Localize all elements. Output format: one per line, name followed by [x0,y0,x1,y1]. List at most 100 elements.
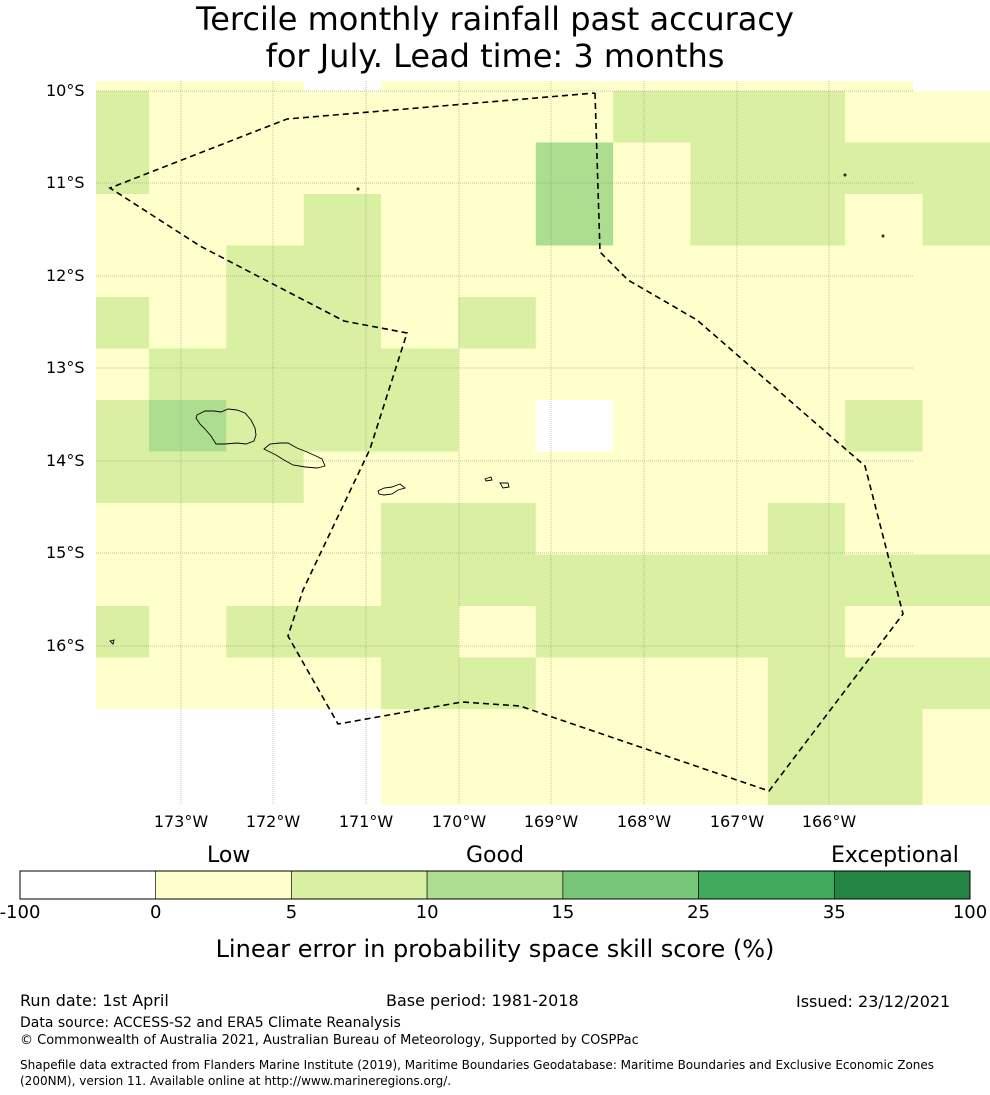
colorbar-segment [426,870,564,900]
grid-cell [96,91,149,144]
base-period: Base period: 1981-2018 [386,991,579,1010]
longitude-label: 169°W [523,812,579,831]
grid-cell [458,400,537,453]
grid-cell [226,348,305,401]
grid-cell [613,657,691,710]
grid-cell [96,554,149,607]
grid-cell [96,451,149,504]
longitude-label: 166°W [801,812,857,831]
grid-cell [767,451,846,504]
grid-cell [381,657,459,710]
grid-cell [845,297,923,350]
grid-cell [845,606,923,659]
grid-cell [535,297,614,350]
grid-cell [613,606,691,659]
grid-cell [458,194,537,247]
grid-cell [149,657,227,710]
grid-cell [96,194,149,247]
grid-cell [303,503,382,556]
grid-cell [303,554,382,607]
grid-cell [690,451,769,504]
grid-cell [613,503,691,556]
grid-cell [845,91,923,144]
colorbar [19,870,971,900]
issued-date: Issued: 23/12/2021 [796,992,951,1011]
grid-cell [149,245,227,298]
colorbar-tick-label: 100 [952,902,988,923]
grid-cell [690,503,769,556]
grid-cell [149,297,227,350]
grid-cell [535,451,614,504]
grid-cell [96,245,149,298]
grid-cell [767,657,846,710]
grid-cell [613,400,691,453]
grid-cell [613,194,691,247]
grid-cell [149,554,227,607]
colorbar-tick-label: 15 [551,902,575,923]
latitude-label: 12°S [46,266,85,285]
grid-cell [303,709,382,805]
grid-cell [613,709,691,805]
grid-cell [226,194,305,247]
grid-cell [96,142,149,195]
islet-marker [881,234,885,238]
data-source: Data source: ACCESS-S2 and ERA5 Climate … [20,1015,401,1031]
grid-cell [381,91,459,144]
grid-cell [458,348,537,401]
grid-cell [690,400,769,453]
colorbar-segment [833,870,971,900]
grid-cell [845,245,923,298]
grid-cell [149,91,227,144]
skill-grid [96,81,990,805]
grid-cell [535,657,614,710]
grid-cell [845,400,923,453]
grid-cell [845,554,923,607]
colorbar-segment [562,870,699,900]
grid-cell [226,606,305,659]
longitude-label: 172°W [245,812,301,831]
grid-cell [303,606,382,659]
colorbar-tick-label: 25 [687,902,711,923]
grid-cell [149,400,227,453]
manua-island-1-outline [484,476,493,482]
grid-cell [767,297,846,350]
run-date: Run date: 1st April [20,991,169,1010]
grid-cell [535,554,614,607]
grid-cell [458,657,537,710]
grid-cell [613,142,691,195]
grid-cell [458,606,537,659]
chart-title-line-1: Tercile monthly rainfall past accuracy [196,0,794,38]
grid-cell [690,142,769,195]
grid-cell [96,606,149,659]
grid-cell [767,503,846,556]
upolu-island-outline [195,408,257,445]
grid-cell [304,81,381,91]
grid-cell [226,297,305,350]
grid-cell [96,81,913,91]
longitude-label: 168°W [616,812,672,831]
grid-cell [767,91,846,144]
grid-cell [226,400,305,453]
grid-cell [149,606,227,659]
grid-cell [226,709,305,805]
grid-cell [690,657,769,710]
grid-cell [149,451,227,504]
grid-cell [458,503,537,556]
grid-cell [458,554,537,607]
islet-marker [843,173,847,177]
grid-cell [303,451,382,504]
grid-cell [767,400,846,453]
grid-cell [767,245,846,298]
colorbar-tick-label: 35 [822,902,846,923]
colorbar-tick-label: 10 [415,902,439,923]
grid-cell [149,348,227,401]
grid-cell [226,554,305,607]
longitude-label: 167°W [709,812,765,831]
grid-cell [922,348,990,401]
grid-cell [613,451,691,504]
grid-cell [767,606,846,659]
eez-boundary [108,92,904,792]
tutuila-island-outline [377,483,406,496]
latitude-label: 15°S [46,543,85,562]
grid-cell [613,348,691,401]
